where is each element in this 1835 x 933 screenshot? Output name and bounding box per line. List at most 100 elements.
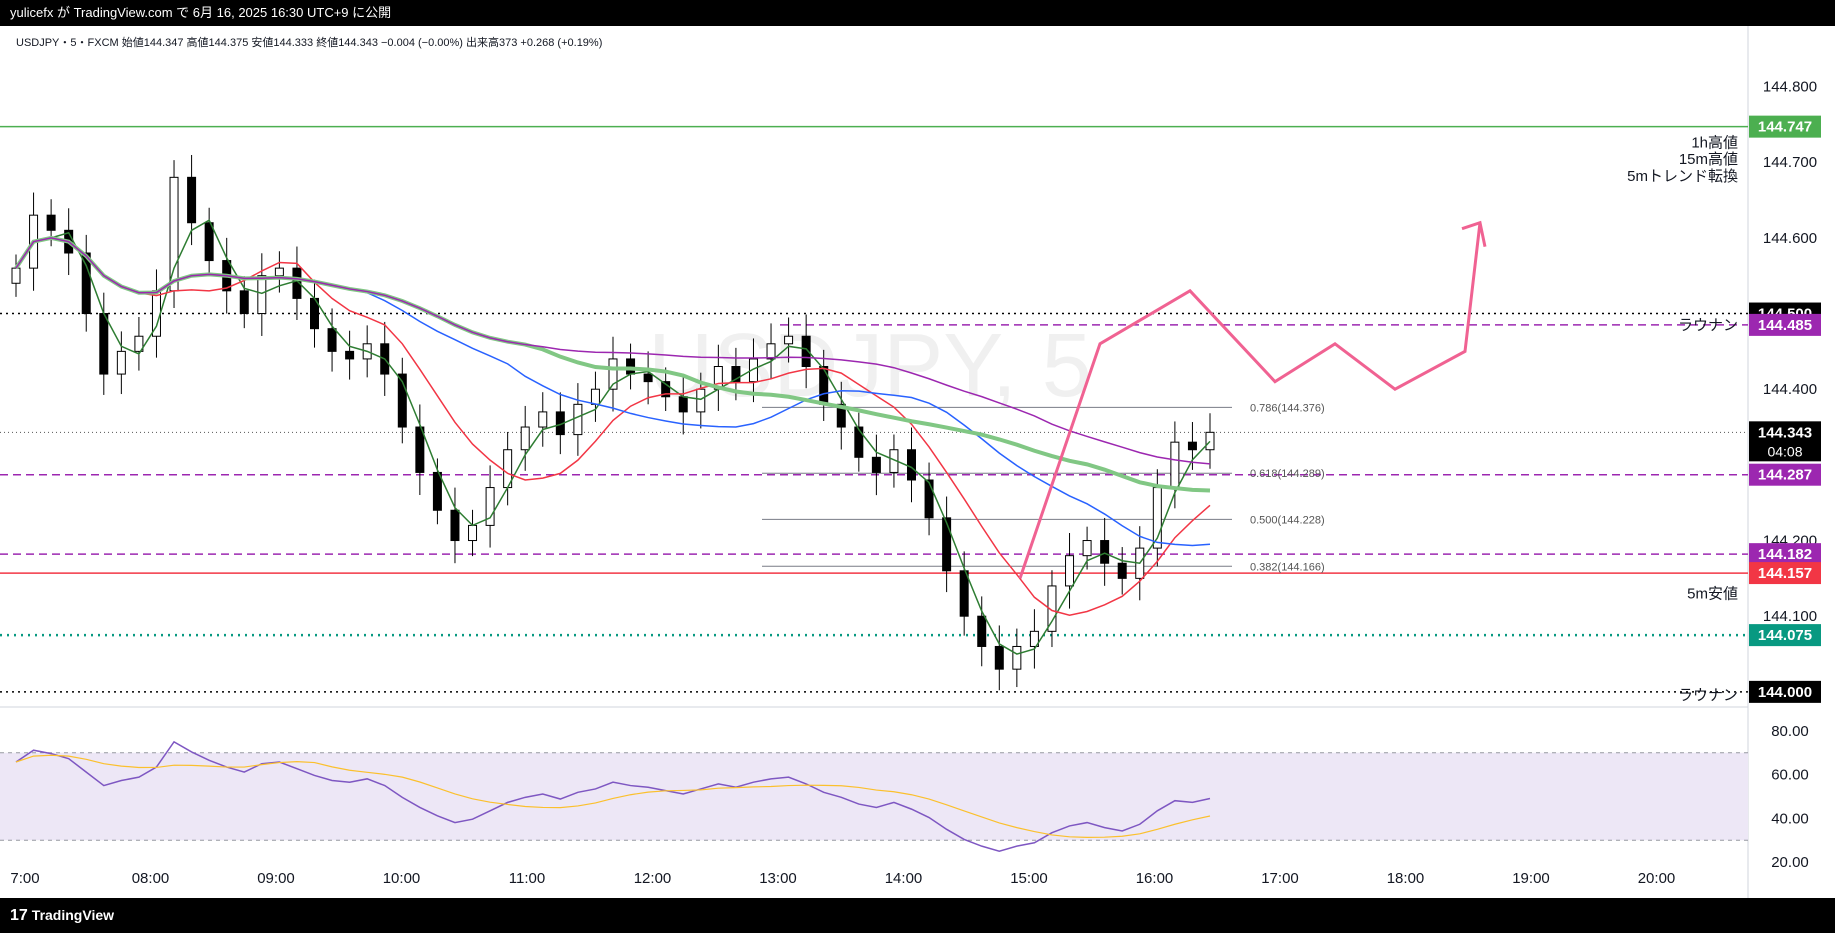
candle-body (1205, 431, 1215, 451)
candle-body (432, 471, 442, 511)
scenario-arrowhead (1461, 220, 1487, 248)
candle-body (397, 373, 407, 428)
rsi-tick-label: 20.00 (1771, 854, 1809, 871)
x-tick-label: 17:00 (1261, 870, 1299, 887)
rsi-tick-label: 60.00 (1771, 767, 1809, 784)
candle-body (239, 290, 249, 315)
price-tag-label: 144.485 (1758, 317, 1812, 334)
candle-body (836, 403, 846, 428)
price-tag-label: 144.343 (1758, 424, 1812, 441)
candle-body (854, 426, 864, 458)
candle-body (1029, 630, 1039, 647)
y-tick-label: 144.800 (1763, 79, 1817, 96)
footer-bar: 17 TradingView (0, 898, 1835, 933)
candle-body (748, 358, 758, 383)
publish-bar: yulicefx が TradingView.com で 6月 16, 2025… (0, 0, 1835, 26)
price-tag-label: 144.287 (1758, 467, 1812, 484)
price-tag-label: 144.747 (1758, 119, 1812, 136)
price-tag-label: 144.157 (1758, 565, 1812, 582)
price-tag (1749, 680, 1821, 703)
candle-body (520, 426, 530, 451)
candle-body (415, 426, 425, 473)
fib-label: 0.382(144.166) (1250, 561, 1325, 573)
annotation-label: 5m安値 (1687, 586, 1738, 603)
ema-verylong-line (15, 237, 1211, 465)
candle-body (766, 343, 776, 360)
annotation-label: 5mトレンド転換 (1627, 168, 1738, 185)
candle-body (871, 456, 881, 473)
candle-body (1187, 441, 1197, 451)
price-tag-label: 144.000 (1758, 684, 1812, 701)
candle-body (187, 176, 197, 224)
candle-body (1065, 555, 1075, 587)
candle-body (345, 350, 355, 360)
candle-body (959, 570, 969, 617)
annotation-label: ラウナン (1678, 687, 1738, 704)
x-tick-label: 18:00 (1387, 870, 1425, 887)
x-tick-label: 10:00 (383, 870, 421, 887)
tradingview-logo-text: TradingView (31, 907, 115, 923)
x-tick-label: 08:00 (132, 870, 170, 887)
price-tag (1749, 543, 1821, 566)
publish-text: yulicefx が TradingView.com で 6月 16, 2025… (10, 5, 392, 20)
candle-body (661, 381, 671, 398)
rsi-tick-label: 40.00 (1771, 810, 1809, 827)
candle-body (994, 645, 1004, 670)
candle-body (134, 335, 144, 352)
y-tick-label: 144.600 (1763, 230, 1817, 247)
candle-body (924, 479, 934, 519)
annotation-label: ラウナン (1678, 317, 1738, 334)
candle-body (169, 176, 179, 292)
rsi-tick-label: 80.00 (1771, 723, 1809, 740)
fib-label: 0.786(144.376) (1250, 402, 1325, 414)
candle-body (327, 328, 337, 352)
candle-body (292, 267, 302, 299)
x-tick-label: 14:00 (885, 870, 923, 887)
tradingview-logo[interactable]: 17 TradingView (10, 898, 114, 933)
watermark: USDJPY, 5 (648, 316, 1092, 416)
candle-body (257, 275, 267, 315)
price-tag (1749, 421, 1821, 462)
rsi-band (0, 752, 1748, 841)
candle-body (573, 403, 583, 436)
candle-body (942, 517, 952, 572)
y-tick-label: 144.100 (1763, 608, 1817, 625)
price-tag-label: 144.182 (1758, 546, 1812, 563)
candle-body (731, 366, 741, 383)
candle-body (678, 396, 688, 413)
candle-body (784, 335, 794, 345)
candle-body (11, 267, 21, 284)
candle-body (1117, 562, 1127, 579)
countdown-label: 04:08 (1767, 443, 1802, 459)
candle-body (81, 252, 91, 315)
price-tag (1749, 463, 1821, 486)
annotation-label: 1h高値 (1691, 135, 1738, 152)
x-tick-label: 11:00 (509, 870, 545, 887)
candle-body (1047, 585, 1057, 632)
price-tag (1749, 562, 1821, 585)
candle-body (1100, 540, 1110, 564)
y-tick-label: 144.700 (1763, 154, 1817, 171)
x-tick-label: 13:00 (759, 870, 797, 887)
x-tick-label: 15:00 (1010, 870, 1048, 887)
candle-body (608, 358, 618, 390)
ema-mid-line (15, 237, 1211, 617)
price-tag-label: 144.075 (1758, 627, 1812, 644)
candle-body (590, 388, 600, 405)
annotation-label: 15m高値 (1679, 151, 1738, 168)
y-tick-label: 144.400 (1763, 381, 1817, 398)
ohlc-legend: USDJPY・5・FXCM 始値144.347 高値144.375 安値144.… (16, 37, 603, 49)
price-tag (1749, 624, 1821, 647)
candle-body (907, 449, 916, 481)
x-tick-label: 09:00 (257, 870, 295, 887)
candle-body (468, 524, 478, 542)
price-chart[interactable]: USDJPY, 5 7:00 08:00 09:00 10:00 11:00 12:00 13… (0, 26, 1835, 898)
fib-label: 0.500(144.228) (1250, 514, 1325, 526)
candle-body (977, 615, 987, 647)
ema-fast-line (15, 219, 1211, 655)
candle-body (538, 411, 548, 428)
fib-label: 0.618(144.289) (1250, 468, 1325, 480)
x-tick-label: 7:00 (10, 870, 39, 887)
x-tick-label: 12:00 (634, 870, 672, 887)
rsi-ma-line (15, 754, 1211, 838)
